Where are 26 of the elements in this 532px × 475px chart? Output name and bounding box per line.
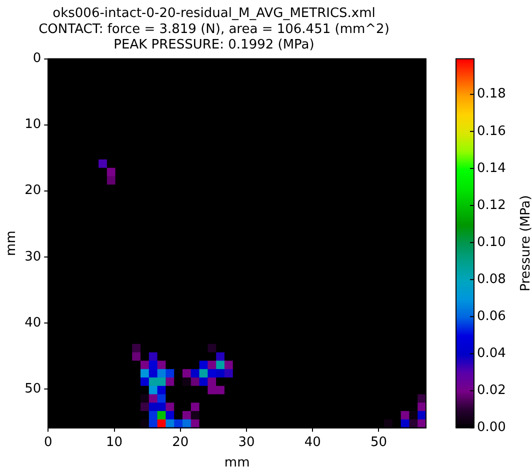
x-tick-label: 30 xyxy=(238,434,255,450)
y-tick-label: 50 xyxy=(24,381,42,396)
color-bar-label: 0.12 xyxy=(477,198,506,213)
y-tick-label: 20 xyxy=(24,183,42,198)
y-tick-label: 0 xyxy=(32,51,42,66)
color-bar-label: 0.00 xyxy=(477,420,506,436)
y-tick-label: 40 xyxy=(24,315,42,330)
color-bar-label: 0.04 xyxy=(477,346,506,362)
x-axis-title: mm xyxy=(224,456,250,471)
color-bar-label: 0.18 xyxy=(477,86,506,102)
y-tick-label: 10 xyxy=(24,117,42,132)
x-tick-label: 20 xyxy=(172,434,189,450)
color-bar-label: 0.06 xyxy=(477,309,506,324)
color-bar-label: 0.16 xyxy=(477,124,506,139)
x-tick-label: 50 xyxy=(370,434,387,450)
chart-title: oks006-intact-0-20-residual_M_AVG_METRICS.xml CONTACT: force = 3.819 (N), area = 106.451 (mm^2) PEAK PRESSURE: 0.1992 (MPa) xyxy=(38,6,390,52)
color-bar-label: 0.14 xyxy=(477,160,506,176)
x-tick-label: 40 xyxy=(304,434,321,450)
y-axis-title: mm xyxy=(4,230,20,256)
x-tick-label: 10 xyxy=(106,434,123,450)
color-bar-label: 0.10 xyxy=(477,234,506,250)
color-bar-label: 0.08 xyxy=(477,272,506,287)
color-bar-title: Pressure (MPa) xyxy=(518,195,532,292)
x-tick-label: 0 xyxy=(44,434,52,450)
y-tick-label: 30 xyxy=(24,249,42,264)
color-bar-label: 0.02 xyxy=(477,383,506,398)
